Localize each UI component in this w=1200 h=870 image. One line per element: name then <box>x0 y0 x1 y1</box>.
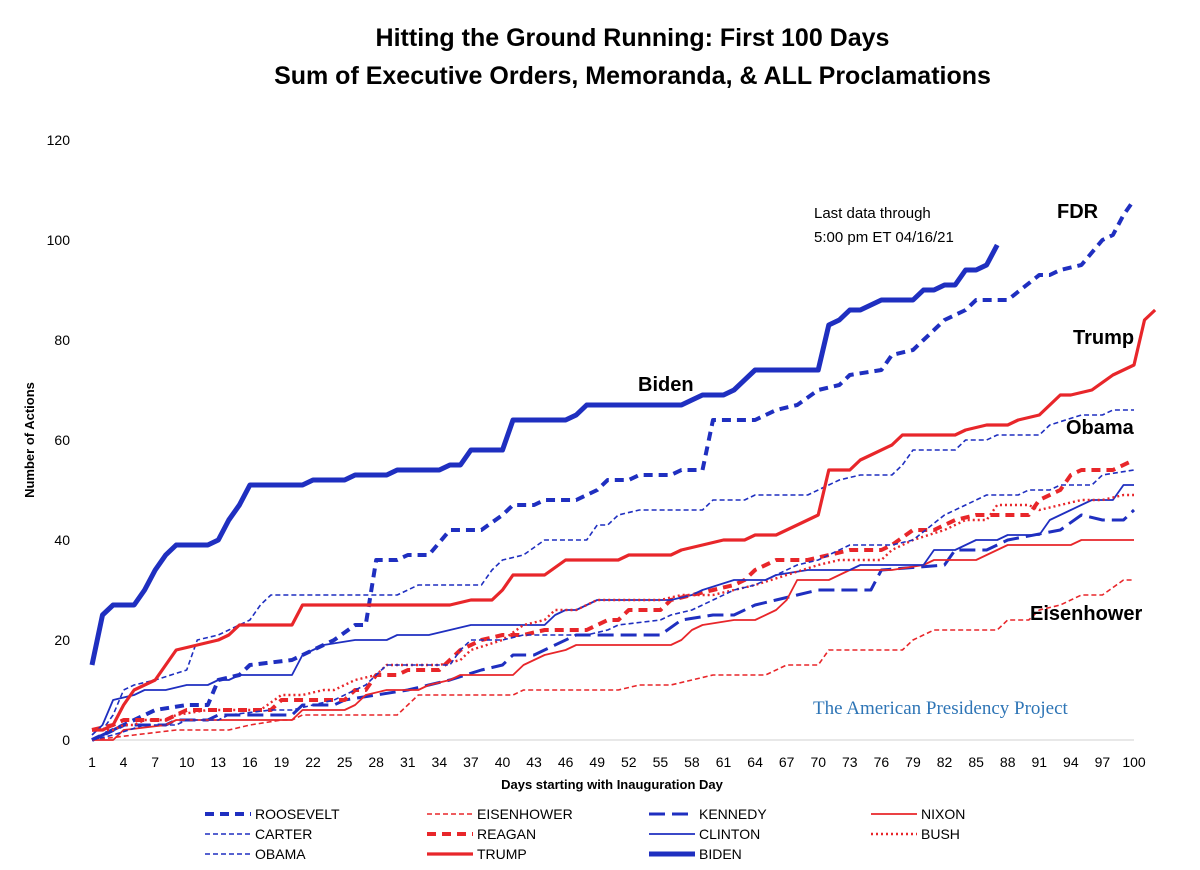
x-tick-label: 40 <box>495 754 511 770</box>
legend-label-bush: BUSH <box>921 826 960 842</box>
x-tick-labels: 1 4 7 10 13 16 19 22 25 28 31 34 37 40 43 46 49 52 55 58 61 6… <box>88 754 1146 770</box>
y-tick-label: 120 <box>47 132 71 148</box>
chart-title-line-1: Hitting the Ground Running: First 100 Da… <box>375 24 890 52</box>
y-tick-label: 40 <box>54 532 70 548</box>
watermark: The American Presidency Project <box>813 698 1069 719</box>
x-tick-label: 70 <box>810 754 826 770</box>
x-tick-label: 76 <box>874 754 890 770</box>
legend-label-clinton: CLINTON <box>699 826 760 842</box>
x-tick-label: 37 <box>463 754 479 770</box>
legend: ROOSEVELT EISENHOWER KENNEDY NIXON CARTER REA… <box>205 806 965 862</box>
annotation-obama: Obama <box>1066 417 1135 439</box>
annotation-trump: Trump <box>1073 327 1134 349</box>
x-tick-label: 58 <box>684 754 700 770</box>
x-tick-label: 13 <box>211 754 227 770</box>
annotation-biden: Biden <box>638 374 694 396</box>
x-tick-label: 100 <box>1122 754 1146 770</box>
x-tick-label: 7 <box>151 754 159 770</box>
x-tick-label: 46 <box>558 754 574 770</box>
series-lines <box>89 198 1157 742</box>
y-tick-label: 80 <box>54 332 70 348</box>
x-tick-label: 88 <box>1000 754 1016 770</box>
note-line-2: 5:00 pm ET 04/16/21 <box>814 229 954 246</box>
legend-label-roosevelt: ROOSEVELT <box>255 806 340 822</box>
series-line-trump <box>92 308 1157 732</box>
annotation-eisenhower: Eisenhower <box>1030 603 1142 625</box>
y-tick-label: 20 <box>54 632 70 648</box>
x-tick-label: 91 <box>1031 754 1047 770</box>
x-tick-label: 73 <box>842 754 858 770</box>
legend-label-trump: TRUMP <box>477 846 527 862</box>
x-tick-label: 97 <box>1095 754 1111 770</box>
y-tick-label: 100 <box>47 232 71 248</box>
x-tick-label: 22 <box>305 754 321 770</box>
chart-title-line-2: Sum of Executive Orders, Memoranda, & AL… <box>274 62 991 90</box>
x-tick-label: 52 <box>621 754 637 770</box>
series-line-biden <box>89 243 1000 666</box>
y-tick-label: 0 <box>62 732 70 748</box>
note-line-1: Last data through <box>814 205 931 222</box>
x-tick-label: 82 <box>937 754 953 770</box>
y-tick-label: 60 <box>54 432 70 448</box>
x-tick-label: 25 <box>337 754 353 770</box>
x-tick-label: 61 <box>716 754 732 770</box>
x-tick-label: 16 <box>242 754 258 770</box>
series-line-obama <box>91 469 1135 741</box>
x-tick-label: 94 <box>1063 754 1079 770</box>
x-tick-label: 43 <box>526 754 542 770</box>
x-tick-label: 55 <box>653 754 669 770</box>
series-line-reagan <box>91 458 1135 732</box>
legend-label-obama: OBAMA <box>255 846 306 862</box>
series-line-roosevelt <box>91 198 1136 742</box>
y-tick-labels: 0 20 40 60 80 100 120 <box>47 132 71 748</box>
x-axis-title: Days starting with Inauguration Day <box>501 777 724 792</box>
x-tick-label: 79 <box>905 754 921 770</box>
x-tick-label: 64 <box>747 754 763 770</box>
legend-label-carter: CARTER <box>255 826 312 842</box>
x-tick-label: 85 <box>968 754 984 770</box>
x-tick-label: 10 <box>179 754 195 770</box>
legend-label-reagan: REAGAN <box>477 826 536 842</box>
series-line-bush <box>92 493 1134 732</box>
x-tick-label: 31 <box>400 754 416 770</box>
legend-label-nixon: NIXON <box>921 806 965 822</box>
annotation-fdr: FDR <box>1057 201 1099 223</box>
x-tick-label: 34 <box>432 754 448 770</box>
legend-label-kennedy: KENNEDY <box>699 806 767 822</box>
y-axis-title: Number of Actions <box>22 382 37 498</box>
series-line-carter <box>92 409 1134 731</box>
x-tick-label: 49 <box>589 754 605 770</box>
x-tick-label: 67 <box>779 754 795 770</box>
x-tick-label: 28 <box>368 754 384 770</box>
x-tick-label: 1 <box>88 754 96 770</box>
series-line-clinton <box>91 484 1134 736</box>
legend-label-biden: BIDEN <box>699 846 742 862</box>
series-line-nixon <box>92 539 1134 741</box>
x-tick-label: 4 <box>120 754 128 770</box>
legend-label-eisenhower: EISENHOWER <box>477 806 573 822</box>
x-tick-label: 19 <box>274 754 290 770</box>
